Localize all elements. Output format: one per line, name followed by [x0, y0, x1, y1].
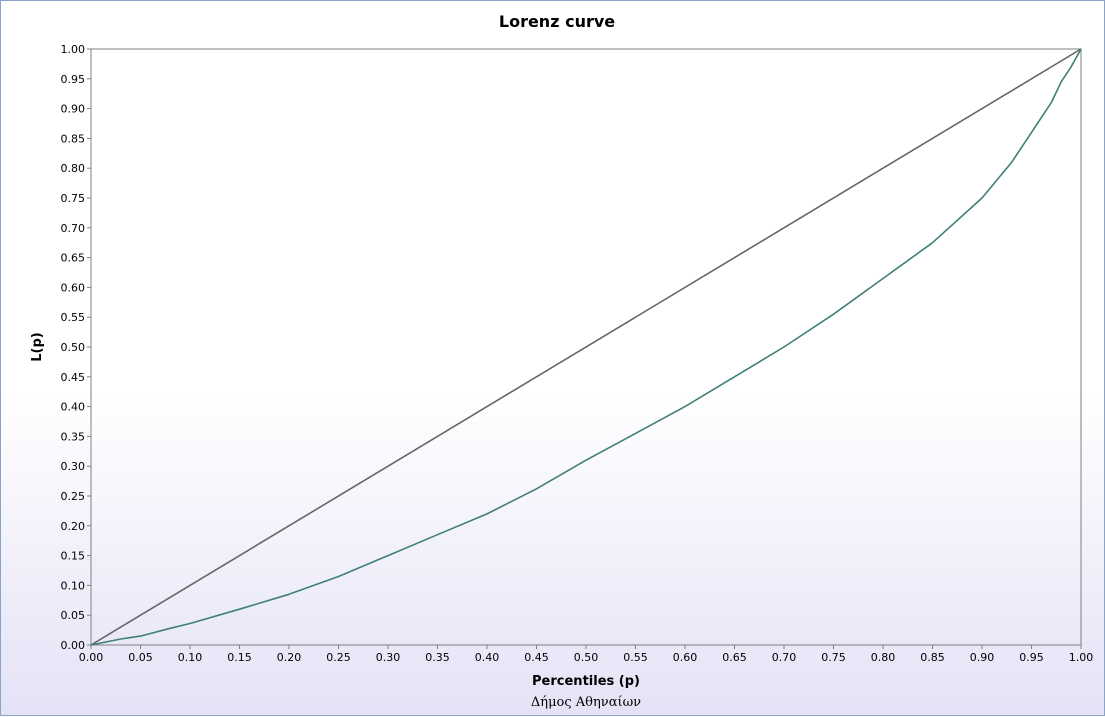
- y-tick-label: 0.00: [61, 639, 86, 652]
- y-tick-label: 0.90: [61, 103, 86, 116]
- y-tick-label: 0.75: [61, 192, 86, 205]
- x-tick-label: 0.05: [128, 651, 153, 664]
- y-tick-label: 0.25: [61, 490, 86, 503]
- y-tick-label: 0.30: [61, 460, 86, 473]
- y-tick-label: 0.20: [61, 520, 86, 533]
- x-tick-label: 0.15: [227, 651, 252, 664]
- y-tick-label: 0.80: [61, 162, 86, 175]
- y-tick-label: 0.50: [61, 341, 86, 354]
- x-tick-label: 0.75: [821, 651, 846, 664]
- chart-caption: Δήμος Αθηναίων: [531, 695, 641, 710]
- x-tick-label: 0.10: [178, 651, 203, 664]
- chart-title: Lorenz curve: [499, 12, 615, 31]
- x-tick-label: 0.85: [920, 651, 945, 664]
- y-tick-label: 0.85: [61, 132, 86, 145]
- x-axis-ticks: 0.00 0.05 0.10 0.15 0.20 0.25 0.30 0.35 0.40 0.45…: [79, 645, 1094, 664]
- x-tick-label: 0.65: [722, 651, 747, 664]
- y-tick-label: 1.00: [61, 43, 86, 56]
- y-tick-label: 0.15: [61, 550, 86, 563]
- y-tick-label: 0.40: [61, 401, 86, 414]
- y-axis-ticks: 0.00 0.05 0.10 0.15 0.20 0.25 0.30 0.35 0.40 0.45…: [61, 43, 91, 652]
- lorenz-curve-line: [90, 48, 1082, 646]
- x-tick-label: 0.95: [1019, 651, 1044, 664]
- x-tick-label: 0.90: [970, 651, 995, 664]
- x-tick-label: 0.40: [475, 651, 500, 664]
- x-tick-label: 0.45: [524, 651, 549, 664]
- x-tick-label: 0.35: [425, 651, 450, 664]
- y-tick-label: 0.45: [61, 371, 86, 384]
- x-tick-label: 0.30: [376, 651, 401, 664]
- x-tick-label: 0.20: [277, 651, 302, 664]
- x-tick-label: 1.00: [1069, 651, 1094, 664]
- y-tick-label: 0.65: [61, 252, 86, 265]
- x-tick-label: 0.00: [79, 651, 104, 664]
- x-tick-label: 0.55: [623, 651, 648, 664]
- x-tick-label: 0.70: [772, 651, 797, 664]
- y-tick-label: 0.70: [61, 222, 86, 235]
- y-tick-label: 0.60: [61, 281, 86, 294]
- equality-line-line: [90, 48, 1082, 646]
- x-tick-label: 0.80: [871, 651, 896, 664]
- y-tick-label: 0.95: [61, 73, 86, 86]
- x-tick-label: 0.50: [574, 651, 599, 664]
- y-tick-label: 0.05: [61, 609, 86, 622]
- y-tick-label: 0.55: [61, 311, 86, 324]
- series-layer: [90, 48, 1082, 646]
- x-axis-label: Percentiles (p): [532, 674, 640, 689]
- y-tick-label: 0.35: [61, 430, 86, 443]
- y-tick-label: 0.10: [61, 579, 86, 592]
- x-tick-label: 0.25: [326, 651, 351, 664]
- y-axis-label: L(p): [30, 332, 45, 361]
- x-tick-label: 0.60: [673, 651, 698, 664]
